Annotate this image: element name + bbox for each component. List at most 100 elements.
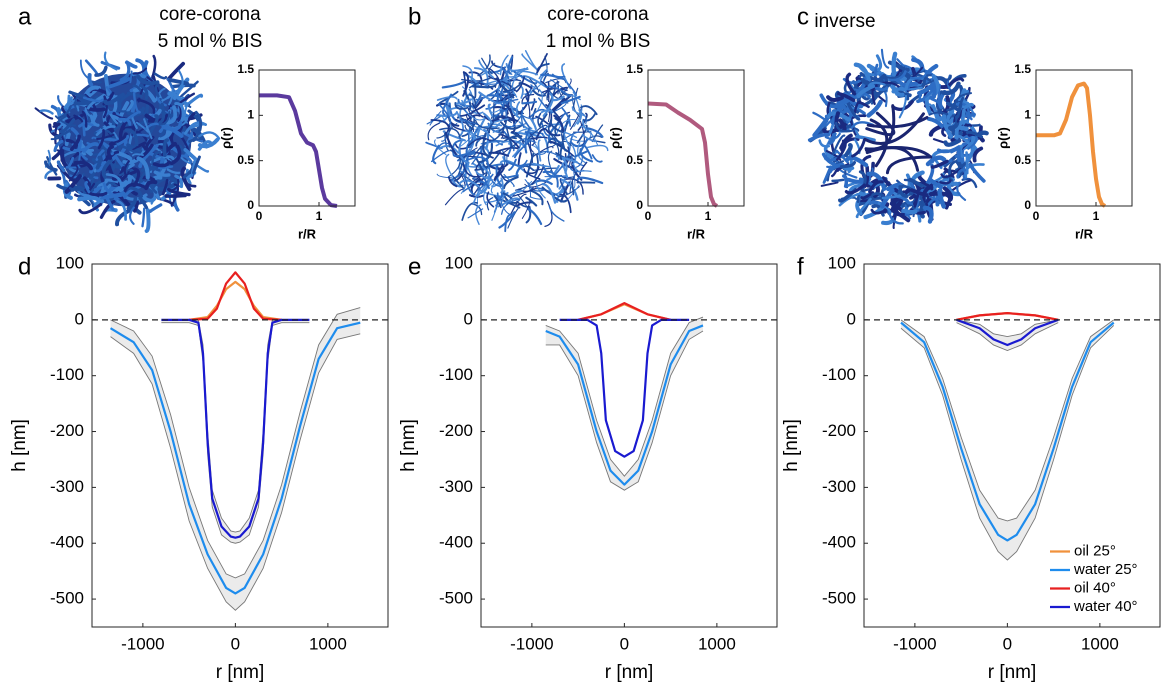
microgel-strand [62, 146, 87, 153]
y-tick-label: -100 [439, 365, 473, 384]
x-axis-label: r/R [298, 226, 317, 241]
y-tick-label: -300 [50, 477, 84, 496]
microgel-strand [940, 167, 962, 178]
microgel-strand [461, 201, 479, 221]
microgel-strand [503, 68, 511, 85]
microgel-strand [524, 179, 532, 198]
x-tick-label: 0 [645, 209, 652, 223]
microgel-strand [499, 195, 515, 216]
microgel-strand [174, 102, 185, 120]
y-tick-label: -500 [50, 589, 84, 608]
microgel-strand [122, 126, 137, 131]
microgel-strand [167, 91, 189, 107]
panel-title: core-corona [159, 4, 261, 25]
microgel-strand [492, 106, 509, 115]
microgel-strand [500, 177, 504, 194]
microgel-strand [586, 127, 604, 138]
microgel-strand [115, 207, 134, 227]
x-axis-label: r/R [687, 226, 706, 241]
microgel-strand [845, 72, 857, 96]
error-band [110, 307, 361, 611]
microgel-strand [581, 112, 587, 124]
microgel-strand [842, 77, 863, 85]
microgel-strand [507, 56, 514, 75]
microgel-strand [475, 170, 494, 182]
microgel-strand [547, 150, 554, 173]
microgel-strand [525, 143, 539, 150]
microgel-strand [459, 119, 479, 126]
microgel-strand [956, 168, 968, 179]
microgel-strand [529, 78, 540, 93]
microgel-strand [116, 199, 127, 221]
microgel-strand [168, 88, 174, 106]
microgel-image [425, 50, 609, 233]
panel-title: 5 mol % BIS [158, 31, 263, 52]
panel-label: b [408, 3, 421, 30]
microgel-strand [499, 54, 509, 76]
microgel-strand [488, 67, 502, 88]
microgel-strand [928, 178, 944, 190]
microgel-strand [573, 171, 576, 189]
microgel-strand [586, 144, 609, 152]
microgel-strand [521, 53, 538, 70]
microgel-strand [844, 183, 866, 195]
microgel-strand [513, 137, 527, 152]
microgel-strand [153, 170, 171, 177]
microgel-strand [444, 188, 464, 206]
x-axis-label: r [nm] [988, 662, 1037, 683]
microgel-strand [487, 66, 507, 74]
microgel-strand [170, 183, 179, 207]
microgel-strand [938, 74, 952, 81]
microgel-strand [885, 155, 933, 175]
microgel-strand [451, 123, 467, 132]
x-tick-label: -1000 [893, 634, 936, 653]
microgel-strand [463, 90, 472, 111]
panel-label: d [18, 253, 31, 280]
microgel-strand [847, 149, 853, 174]
microgel-strand [522, 115, 531, 130]
y-tick-label: -500 [822, 589, 856, 608]
microgel-strand [541, 123, 549, 137]
x-axis-label: r [nm] [216, 662, 265, 683]
microgel-image [34, 51, 221, 233]
microgel-strand [523, 168, 541, 180]
microgel-strand [950, 179, 972, 193]
microgel-strand [109, 132, 128, 147]
data-line [188, 280, 282, 321]
band-edge [545, 316, 704, 477]
microgel-strand [868, 180, 884, 194]
microgel-strand [143, 118, 153, 140]
microgel-strand [159, 165, 174, 170]
microgel-strand [532, 162, 551, 168]
microgel-strand [499, 84, 515, 99]
microgel-strand [34, 107, 54, 120]
microgel-strand [824, 132, 841, 140]
microgel-strand [505, 122, 528, 128]
y-tick-label: -500 [439, 589, 473, 608]
microgel-strand [965, 130, 983, 139]
y-tick-label: 0 [247, 198, 254, 212]
microgel-strand [511, 76, 519, 98]
microgel-strand [561, 162, 569, 179]
y-tick-label: 0.5 [237, 153, 254, 167]
microgel-strand [505, 106, 514, 117]
microgel-strand [579, 161, 588, 176]
microgel-strand [103, 92, 125, 106]
microgel-strand [968, 162, 986, 183]
microgel-strand [84, 59, 99, 76]
data-line [545, 324, 704, 486]
microgel-strand [468, 77, 491, 89]
microgel-strand [103, 51, 118, 71]
microgel-strand [501, 149, 506, 166]
microgel-strand [53, 139, 64, 153]
microgel-strand [931, 81, 937, 98]
microgel-strand [836, 139, 847, 161]
microgel-strand [97, 129, 106, 150]
microgel-strand [126, 196, 138, 211]
y-tick-label: 1.5 [1014, 62, 1031, 76]
microgel-strand [129, 70, 133, 84]
microgel-strand [105, 173, 123, 190]
microgel-strand [479, 164, 491, 178]
legend-label: oil 40° [1074, 579, 1116, 596]
x-tick-label: -1000 [510, 634, 553, 653]
